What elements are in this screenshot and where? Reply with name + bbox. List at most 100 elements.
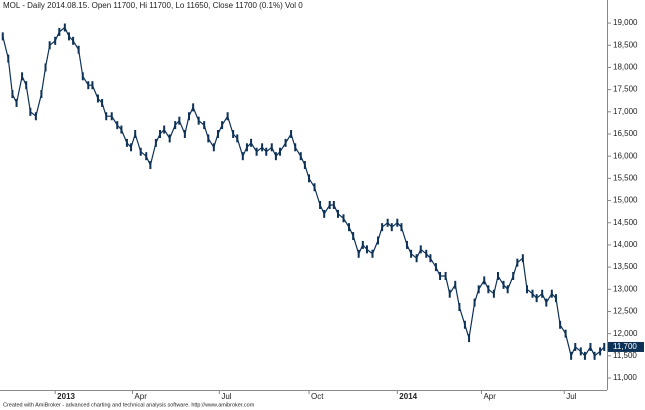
price-bar — [506, 285, 509, 294]
y-tick-label: 15,000 — [613, 196, 638, 205]
y-tick-label: 16,000 — [613, 151, 638, 160]
chart-title: MOL - Daily 2014.08.15. Open 11700, Hi 1… — [3, 1, 303, 10]
price-bar — [29, 107, 32, 116]
price-bar — [332, 200, 335, 209]
price-bar — [463, 320, 466, 329]
price-bar — [308, 174, 311, 183]
price-bar — [419, 245, 422, 254]
price-bar — [381, 223, 384, 232]
price-bar — [570, 351, 573, 360]
price-bar — [284, 138, 287, 147]
price-bar — [336, 209, 339, 218]
price-bar — [603, 342, 606, 351]
price-bar — [313, 183, 316, 192]
price-bar — [550, 289, 553, 298]
y-tick-label: 16,500 — [613, 129, 638, 138]
price-bar — [599, 347, 602, 356]
x-tick-label: 2014 — [399, 392, 417, 401]
price-bar — [159, 129, 162, 138]
price-bar — [81, 72, 84, 81]
price-bar — [187, 112, 190, 121]
y-tick-label: 12,500 — [613, 307, 638, 316]
y-tick-label: 17,000 — [613, 107, 638, 116]
price-bar — [236, 134, 239, 143]
price-bar — [444, 271, 447, 280]
price-bar — [458, 303, 461, 312]
x-tick-label: Apr — [483, 392, 496, 401]
price-bar — [279, 147, 282, 156]
price-bar — [241, 152, 244, 161]
y-tick-label: 17,500 — [613, 85, 638, 94]
price-bar — [34, 112, 37, 121]
price-bar — [516, 258, 519, 267]
price-bar — [116, 121, 119, 130]
price-bar — [579, 347, 582, 356]
price-bar — [48, 41, 51, 50]
price-bar — [178, 116, 181, 125]
price-bar — [40, 90, 43, 99]
y-tick-label: 19,000 — [613, 18, 638, 27]
y-tick-label: 18,000 — [613, 63, 638, 72]
price-bar — [545, 298, 548, 307]
x-tick-label: 2013 — [57, 392, 75, 401]
price-bar — [226, 112, 229, 121]
price-bar — [245, 143, 248, 152]
y-tick-label: 13,500 — [613, 262, 638, 271]
price-bar — [1, 32, 4, 41]
price-bar — [145, 152, 148, 161]
price-bar — [265, 147, 268, 156]
x-tick-label: Jul — [566, 392, 576, 401]
y-tick-label: 12,000 — [613, 329, 638, 338]
price-bar — [15, 98, 18, 107]
y-tick-label: 18,500 — [613, 40, 638, 49]
price-bar — [130, 143, 133, 152]
price-bar — [357, 249, 360, 258]
price-bar — [212, 143, 215, 152]
price-bar — [44, 63, 47, 72]
footer: Created with AmiBroker - advanced charti… — [3, 402, 255, 408]
price-bar — [323, 209, 326, 218]
price-bar — [531, 289, 534, 298]
price-bar — [376, 236, 379, 245]
price-bar — [525, 285, 528, 294]
price-bar — [361, 240, 364, 249]
price-bar — [174, 121, 177, 130]
price-bar — [554, 294, 557, 303]
x-tick-label: Jul — [221, 392, 231, 401]
price-bar — [21, 72, 24, 81]
price-bar — [87, 81, 90, 90]
price-bar — [149, 161, 152, 170]
price-bar — [67, 32, 70, 41]
price-bar — [11, 90, 14, 99]
price-bar — [521, 254, 524, 263]
price-bar — [110, 112, 113, 121]
price-bar — [299, 152, 302, 161]
y-tick-label: 11,500 — [613, 351, 637, 360]
price-bar — [58, 27, 61, 36]
price-bar — [221, 121, 224, 130]
price-bar — [203, 121, 206, 130]
price-bar — [216, 129, 219, 138]
price-bar — [163, 125, 166, 134]
price-bar — [154, 138, 157, 147]
price-bar — [574, 342, 577, 351]
last-value-box — [608, 341, 644, 352]
price-bar — [492, 289, 495, 298]
price-bar — [386, 218, 389, 227]
price-bar — [468, 334, 471, 343]
price-bar — [54, 36, 57, 45]
y-tick-label: 15,500 — [613, 173, 638, 182]
price-bar — [63, 23, 66, 32]
price-bar — [7, 54, 10, 63]
price-bar — [261, 143, 264, 152]
price-bar — [415, 254, 418, 263]
price-bar — [473, 298, 476, 307]
y-tick-label: 14,000 — [613, 240, 638, 249]
x-tick-label: Apr — [134, 392, 147, 401]
price-bar — [497, 271, 500, 280]
price-bar — [105, 112, 108, 121]
price-bar — [502, 280, 505, 289]
price-bar — [593, 351, 596, 360]
price-bar — [535, 294, 538, 303]
